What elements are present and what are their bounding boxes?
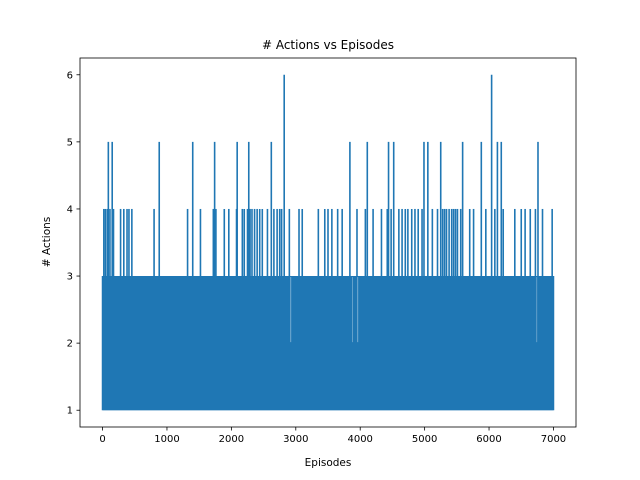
x-axis-label: Episodes [305, 457, 352, 469]
y-tick-label: 3 [67, 272, 73, 283]
series-layer [101, 74, 555, 411]
x-tick-label: 4000 [347, 434, 372, 445]
axes-frame [79, 57, 577, 428]
x-tick-label: 2000 [219, 434, 244, 445]
x-tick-label: 7000 [541, 434, 566, 445]
y-tick-label: 5 [67, 137, 73, 148]
x-tick-label: 1000 [154, 434, 179, 445]
series-band [102, 276, 554, 411]
y-tick-label: 2 [67, 339, 73, 350]
x-tick-label: 5000 [412, 434, 437, 445]
y-tick-label: 4 [67, 204, 73, 215]
y-tick-label: 6 [67, 70, 73, 81]
x-tick-label: 6000 [476, 434, 501, 445]
y-axis: 1 2 3 4 5 6 [67, 70, 80, 417]
x-tick-label: 0 [99, 434, 105, 445]
plot-area [79, 57, 577, 428]
y-tick-label: 1 [67, 406, 73, 417]
x-axis: 0 1000 2000 3000 4000 5000 6000 7000 [99, 427, 566, 445]
y-axis-label: # Actions [41, 217, 53, 268]
x-tick-label: 3000 [283, 434, 308, 445]
chart-title: # Actions vs Episodes [262, 38, 394, 52]
